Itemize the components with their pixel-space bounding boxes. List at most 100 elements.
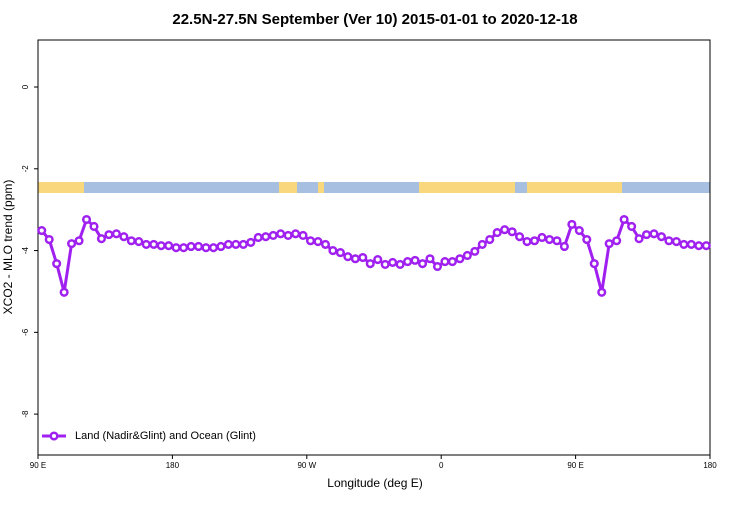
- point: [89, 221, 99, 231]
- point: [641, 230, 652, 240]
- y-axis-label: XCO2 - MLO trend (ppm): [1, 180, 15, 315]
- point: [246, 237, 256, 247]
- point: [231, 239, 241, 249]
- point: [358, 252, 368, 263]
- point: [582, 234, 592, 245]
- point: [410, 255, 420, 265]
- land-band: [279, 182, 297, 193]
- point: [455, 254, 465, 264]
- point: [223, 239, 233, 249]
- x-tick-label: 180: [166, 461, 180, 470]
- point: [350, 254, 360, 264]
- point: [171, 243, 181, 253]
- chart-title: 22.5N-27.5N September (Ver 10) 2015-01-0…: [172, 11, 577, 28]
- point: [74, 236, 84, 246]
- point: [649, 229, 659, 239]
- point: [627, 221, 637, 231]
- point: [462, 250, 472, 261]
- point: [298, 230, 308, 240]
- point: [52, 259, 62, 269]
- point: [208, 243, 219, 253]
- point: [477, 239, 487, 249]
- point: [291, 229, 301, 239]
- point: [164, 241, 174, 251]
- point: [604, 239, 614, 249]
- point: [432, 261, 443, 272]
- point: [701, 241, 711, 251]
- point: [193, 241, 204, 252]
- point: [671, 237, 681, 247]
- land-band: [318, 182, 324, 193]
- ocean-band: [38, 182, 710, 193]
- point: [664, 236, 674, 246]
- legend-label: Land (Nadir&Glint) and Ocean (Glint): [75, 430, 256, 442]
- point: [388, 257, 398, 267]
- land-band: [527, 182, 622, 193]
- y-tick-label: -8: [21, 410, 30, 418]
- point: [559, 241, 569, 252]
- legend-marker: [49, 431, 59, 441]
- point: [268, 230, 278, 240]
- y-tick-label: -6: [21, 328, 30, 336]
- point: [686, 239, 696, 249]
- point: [238, 239, 248, 249]
- point: [186, 241, 196, 252]
- point: [634, 234, 644, 244]
- point: [574, 225, 584, 236]
- point: [201, 243, 211, 253]
- point: [261, 232, 271, 242]
- x-tick-label: 90 W: [297, 461, 316, 470]
- x-tick-label: 0: [439, 461, 444, 470]
- point: [537, 232, 547, 243]
- land-ocean-band: [38, 182, 710, 193]
- point: [179, 243, 189, 253]
- point: [343, 252, 353, 262]
- point: [59, 287, 69, 297]
- y-tick-label: -2: [21, 165, 30, 173]
- point: [552, 236, 562, 246]
- point: [597, 287, 607, 297]
- point: [619, 214, 629, 225]
- point: [96, 234, 107, 244]
- point: [67, 239, 77, 249]
- point: [529, 236, 540, 246]
- point: [276, 229, 286, 239]
- point: [216, 241, 226, 252]
- land-band: [419, 182, 515, 193]
- x-tick-label: 90 E: [567, 461, 583, 470]
- point: [403, 257, 413, 267]
- point: [104, 230, 114, 240]
- y-tick-label: 0: [21, 84, 30, 89]
- point: [522, 237, 532, 247]
- point: [544, 234, 555, 245]
- point: [320, 239, 331, 249]
- point: [470, 246, 480, 256]
- point: [373, 255, 383, 265]
- point: [395, 259, 405, 270]
- point: [380, 259, 390, 270]
- point: [500, 225, 510, 235]
- point: [447, 257, 457, 267]
- x-tick-label: 90 E: [30, 461, 46, 470]
- point: [567, 219, 577, 229]
- point: [313, 237, 323, 247]
- y-tick-label: -4: [21, 246, 30, 254]
- point: [305, 236, 316, 246]
- point: [679, 239, 689, 249]
- point: [425, 254, 435, 264]
- point: [694, 241, 704, 251]
- point: [492, 228, 502, 238]
- point: [81, 214, 92, 225]
- point: [119, 232, 129, 242]
- point: [507, 227, 517, 237]
- point: [485, 234, 495, 245]
- point: [149, 239, 159, 249]
- x-axis-label: Longitude (deg E): [327, 476, 422, 490]
- point: [126, 236, 136, 246]
- point: [253, 232, 263, 243]
- point: [283, 230, 293, 240]
- point: [156, 241, 166, 251]
- point: [335, 248, 345, 258]
